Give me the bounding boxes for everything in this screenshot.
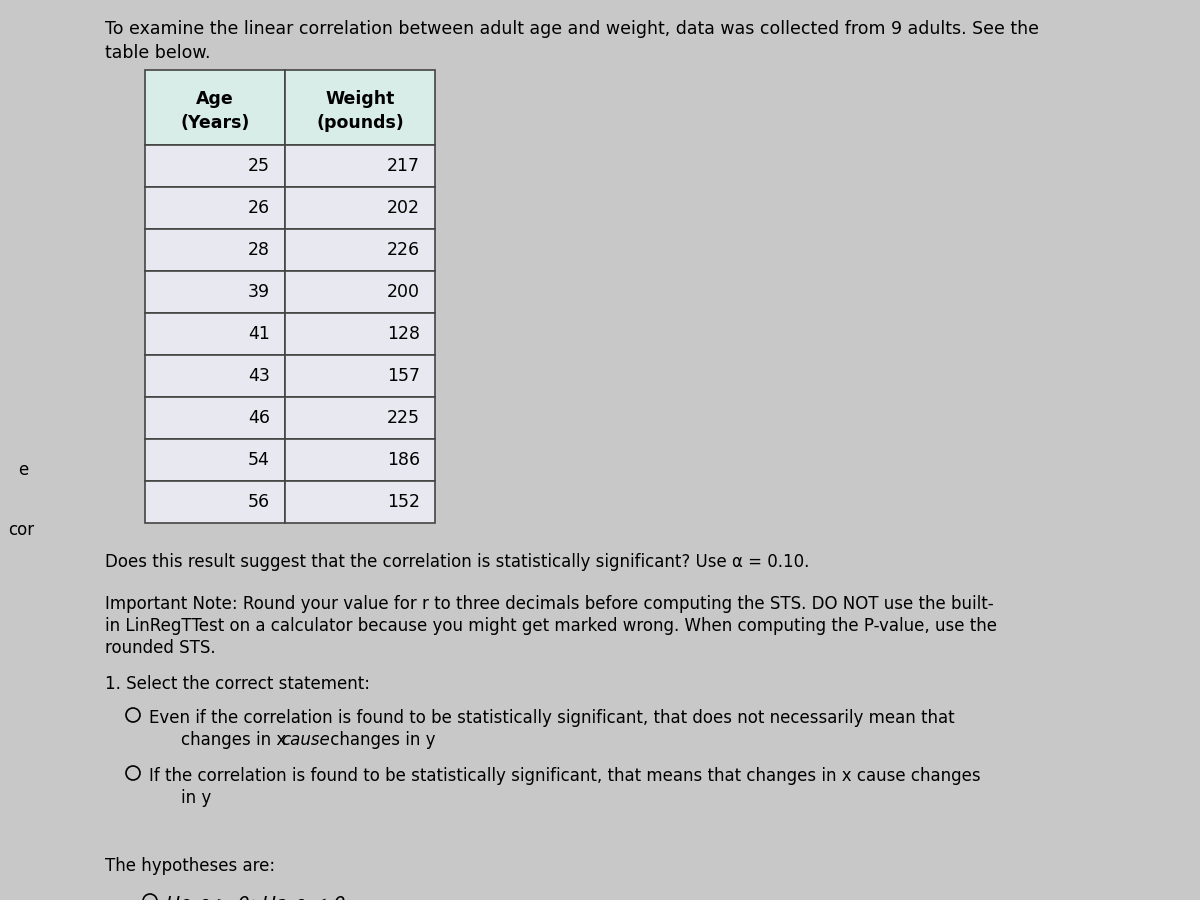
Text: Does this result suggest that the correlation is statistically significant? Use : Does this result suggest that the correl…	[106, 553, 809, 571]
Bar	[145, 271, 286, 313]
Text: (pounds): (pounds)	[316, 114, 404, 132]
Text: (Years): (Years)	[180, 114, 250, 132]
Bar	[145, 397, 286, 439]
Text: 25: 25	[248, 157, 270, 175]
Text: 46: 46	[248, 409, 270, 427]
Bar	[286, 481, 436, 523]
Text: To examine the linear correlation between adult age and weight, data was collect: To examine the linear correlation betwee…	[106, 20, 1039, 38]
Bar	[286, 229, 436, 271]
Bar	[286, 145, 436, 187]
Bar	[145, 355, 286, 397]
Text: 202: 202	[386, 199, 420, 217]
Bar	[286, 397, 436, 439]
Text: 226: 226	[386, 241, 420, 259]
Text: 56: 56	[248, 493, 270, 511]
Text: 54: 54	[248, 451, 270, 469]
Bar	[286, 313, 436, 355]
Text: 28: 28	[248, 241, 270, 259]
Bar	[286, 70, 436, 145]
Text: Weight: Weight	[325, 90, 395, 108]
Text: 41: 41	[248, 325, 270, 343]
Text: table below.: table below.	[106, 44, 210, 62]
Text: Important Note: Round your value for r to three decimals before computing the ST: Important Note: Round your value for r t…	[106, 595, 994, 613]
Text: Even if the correlation is found to be statistically significant, that does not : Even if the correlation is found to be s…	[149, 709, 955, 727]
Text: Age: Age	[196, 90, 234, 108]
Bar	[286, 439, 436, 481]
Text: changes in y: changes in y	[325, 731, 436, 749]
Text: 26: 26	[248, 199, 270, 217]
Text: 152: 152	[386, 493, 420, 511]
Text: e: e	[18, 461, 29, 479]
Text: in y: in y	[181, 789, 211, 807]
Text: in LinRegTTest on a calculator because you might get marked wrong. When computin: in LinRegTTest on a calculator because y…	[106, 617, 997, 635]
Bar	[145, 229, 286, 271]
Text: 200: 200	[386, 283, 420, 301]
Text: rounded STS.: rounded STS.	[106, 639, 216, 657]
Text: changes in x: changes in x	[181, 731, 292, 749]
Text: 1. Select the correct statement:: 1. Select the correct statement:	[106, 675, 370, 693]
Bar	[145, 187, 286, 229]
Text: cor: cor	[8, 521, 34, 539]
Text: 186: 186	[386, 451, 420, 469]
Text: The hypotheses are:: The hypotheses are:	[106, 857, 275, 875]
Bar	[145, 70, 286, 145]
Bar	[145, 313, 286, 355]
Text: 157: 157	[386, 367, 420, 385]
Text: cause: cause	[281, 731, 330, 749]
Text: 128: 128	[386, 325, 420, 343]
Bar	[286, 187, 436, 229]
Text: If the correlation is found to be statistically significant, that means that cha: If the correlation is found to be statis…	[149, 767, 980, 785]
Text: 225: 225	[386, 409, 420, 427]
Text: 43: 43	[248, 367, 270, 385]
Bar	[145, 439, 286, 481]
Text: 217: 217	[386, 157, 420, 175]
Bar	[145, 481, 286, 523]
Bar	[286, 271, 436, 313]
Text: 39: 39	[248, 283, 270, 301]
Bar	[286, 355, 436, 397]
Bar	[145, 145, 286, 187]
Text: Ho:ρ ≥ 0; Ha:ρ < 0: Ho:ρ ≥ 0; Ha:ρ < 0	[166, 895, 346, 900]
